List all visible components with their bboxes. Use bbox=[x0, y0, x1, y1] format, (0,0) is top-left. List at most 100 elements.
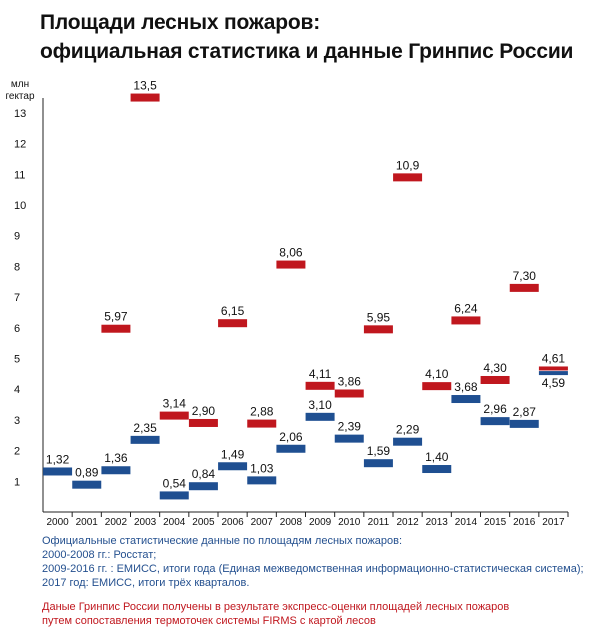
official-bar bbox=[247, 476, 277, 485]
x-tick-label: 2001 bbox=[76, 517, 99, 528]
official-bar bbox=[101, 466, 131, 475]
x-tick-label: 2003 bbox=[134, 517, 157, 528]
y-axis-label-line-2: гектар bbox=[5, 91, 35, 102]
x-tick-label: 2016 bbox=[513, 517, 536, 528]
greenpeace-bar bbox=[101, 324, 131, 333]
official-bar bbox=[393, 437, 423, 446]
official-value-label: 3,68 bbox=[454, 380, 478, 394]
official-bar bbox=[43, 467, 73, 476]
x-tick-label: 2005 bbox=[192, 517, 215, 528]
greenpeace-value-label: 4,11 bbox=[309, 367, 332, 381]
greenpeace-bar bbox=[188, 418, 218, 427]
official-bar bbox=[72, 480, 102, 489]
y-tick-label: 4 bbox=[14, 384, 20, 396]
greenpeace-bar bbox=[305, 381, 335, 390]
official-bar bbox=[480, 417, 510, 426]
greenpeace-bar bbox=[480, 375, 510, 384]
title-line-2: официальная статистика и данные Гринпис … bbox=[40, 40, 574, 63]
notes-line-4: 2017 год: ЕМИСС, итоги трёх кварталов. bbox=[42, 577, 250, 589]
greenpeace-bar bbox=[247, 419, 277, 428]
y-axis-label-line-1: млн bbox=[11, 79, 29, 90]
greenpeace-bar bbox=[218, 319, 248, 328]
x-tick-label: 2014 bbox=[455, 517, 478, 528]
x-tick-label: 2006 bbox=[221, 517, 244, 528]
greenpeace-bar bbox=[130, 93, 160, 102]
greenpeace-value-label: 3,86 bbox=[338, 374, 362, 388]
y-tick-label: 10 bbox=[14, 200, 26, 212]
y-tick-label: 9 bbox=[14, 231, 20, 243]
official-value-label: 0,89 bbox=[75, 466, 99, 480]
greenpeace-value-label: 2,88 bbox=[250, 405, 274, 419]
official-value-label: 2,96 bbox=[483, 402, 507, 416]
official-bar bbox=[305, 412, 335, 421]
official-bar bbox=[334, 434, 364, 443]
x-tick-label: 2002 bbox=[105, 517, 128, 528]
chart-title: Площади лесных пожаров: официальная стат… bbox=[40, 8, 590, 66]
greenpeace-bar bbox=[538, 366, 568, 371]
red-note-line-1: Даные Гринпис России получены в результа… bbox=[42, 601, 510, 613]
y-tick-label: 11 bbox=[14, 169, 25, 181]
official-value-label: 1,40 bbox=[425, 450, 449, 464]
official-bar bbox=[188, 482, 218, 491]
official-value-label: 1,59 bbox=[367, 444, 391, 458]
greenpeace-method-note: Даные Гринпис России получены в результа… bbox=[42, 600, 597, 628]
official-value-label: 3,10 bbox=[308, 398, 332, 412]
x-tick-label: 2017 bbox=[542, 517, 565, 528]
official-bar bbox=[538, 371, 568, 376]
official-value-label: 1,32 bbox=[46, 452, 70, 466]
x-tick-label: 2010 bbox=[338, 517, 361, 528]
greenpeace-value-label: 5,95 bbox=[367, 310, 391, 324]
y-tick-label: 1 bbox=[14, 476, 20, 488]
official-bar bbox=[451, 395, 481, 404]
official-value-label: 2,87 bbox=[513, 405, 537, 419]
official-value-label: 2,35 bbox=[133, 421, 157, 435]
y-tick-label: 3 bbox=[14, 415, 20, 427]
official-value-label: 2,06 bbox=[279, 430, 303, 444]
greenpeace-value-label: 7,30 bbox=[513, 269, 537, 283]
greenpeace-value-label: 6,15 bbox=[221, 304, 245, 318]
x-tick-label: 2008 bbox=[280, 517, 303, 528]
y-tick-label: 2 bbox=[14, 446, 20, 458]
title-line-1: Площади лесных пожаров: bbox=[40, 11, 321, 34]
greenpeace-value-label: 4,61 bbox=[542, 351, 566, 365]
notes-line-1: Официальные статистические данные по пло… bbox=[42, 535, 403, 547]
official-bar bbox=[276, 444, 306, 453]
greenpeace-value-label: 6,24 bbox=[454, 301, 478, 315]
x-tick-label: 2012 bbox=[396, 517, 419, 528]
x-tick-label: 2011 bbox=[368, 517, 390, 528]
official-source-notes: Официальные статистические данные по пло… bbox=[42, 534, 597, 590]
greenpeace-bar bbox=[334, 389, 364, 398]
official-value-label: 1,49 bbox=[221, 447, 245, 461]
greenpeace-bar bbox=[363, 325, 393, 334]
greenpeace-bar bbox=[393, 173, 423, 182]
x-tick-label: 2000 bbox=[46, 517, 69, 528]
greenpeace-bar bbox=[159, 411, 189, 420]
greenpeace-value-label: 3,14 bbox=[163, 397, 187, 411]
x-tick-label: 2004 bbox=[163, 517, 186, 528]
official-value-label: 4,59 bbox=[542, 376, 566, 390]
official-bar bbox=[509, 419, 539, 428]
greenpeace-value-label: 5,97 bbox=[104, 310, 128, 324]
y-tick-label: 5 bbox=[14, 354, 20, 366]
greenpeace-value-label: 10,9 bbox=[396, 158, 420, 172]
y-tick-label: 6 bbox=[14, 323, 20, 335]
x-tick-label: 2007 bbox=[251, 517, 274, 528]
notes-line-2: 2000-2008 гг.: Росстат; bbox=[42, 549, 157, 561]
greenpeace-bar bbox=[422, 382, 452, 391]
x-tick-label: 2013 bbox=[426, 517, 449, 528]
official-value-label: 0,84 bbox=[192, 467, 216, 481]
greenpeace-value-label: 8,06 bbox=[279, 246, 303, 260]
official-bar bbox=[422, 465, 452, 474]
y-tick-label: 8 bbox=[14, 261, 20, 273]
y-tick-label: 7 bbox=[14, 292, 20, 304]
greenpeace-bar bbox=[451, 316, 481, 325]
official-bar bbox=[363, 459, 393, 468]
official-value-label: 0,54 bbox=[163, 476, 187, 490]
official-value-label: 2,39 bbox=[338, 420, 362, 434]
official-value-label: 1,03 bbox=[250, 461, 274, 475]
official-bar bbox=[218, 462, 248, 471]
official-value-label: 2,29 bbox=[396, 423, 420, 437]
red-note-line-2: путем сопоставления термоточек системы F… bbox=[42, 615, 376, 627]
y-tick-label: 13 bbox=[14, 108, 26, 120]
